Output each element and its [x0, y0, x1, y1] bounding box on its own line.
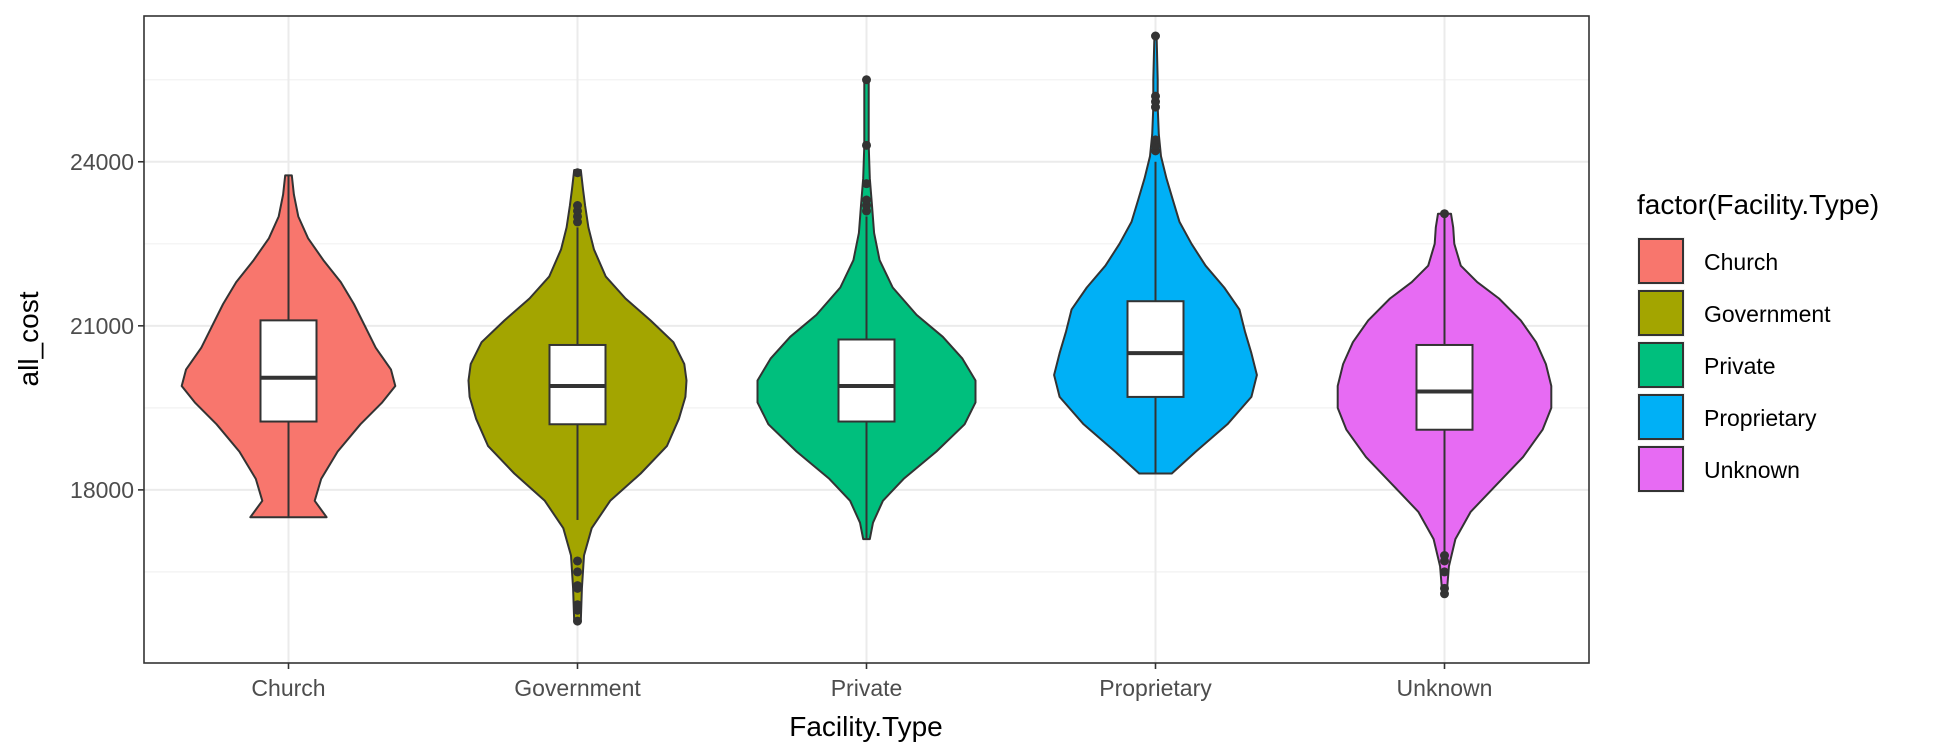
legend: factor(Facility.Type) Church Government Pr…	[1637, 189, 1879, 493]
outlier-point-government	[573, 616, 582, 626]
box-proprietary	[1126, 300, 1185, 398]
outlier-point-private	[862, 75, 871, 85]
y-tick-label: 21000	[70, 313, 134, 339]
legend-label-unknown: Unknown	[1704, 457, 1800, 483]
outlier-point-proprietary	[1151, 31, 1160, 41]
x-tick-label: Government	[514, 675, 641, 701]
outlier-point-proprietary	[1151, 135, 1160, 145]
box-church	[259, 319, 318, 423]
boxplots-layer	[259, 31, 1474, 626]
outlier-point-unknown	[1440, 209, 1449, 219]
y-tick-label: 18000	[70, 477, 134, 503]
outlier-point-government	[573, 567, 582, 577]
outlier-point-proprietary	[1151, 91, 1160, 101]
outlier-point-unknown	[1440, 583, 1449, 593]
legend-key-government	[1638, 290, 1684, 336]
outlier-point-private	[862, 195, 871, 205]
box-private	[837, 338, 896, 423]
outlier-point-unknown	[1440, 567, 1449, 577]
y-axis: 18000 21000 24000	[70, 149, 144, 503]
legend-key-church	[1638, 238, 1684, 284]
legend-label-proprietary: Proprietary	[1704, 405, 1817, 431]
outlier-point-government	[573, 581, 582, 591]
y-axis-title: all_cost	[13, 291, 44, 386]
legend-key-unknown	[1638, 446, 1684, 492]
x-tick-label: Proprietary	[1099, 675, 1212, 701]
x-tick-label: Unknown	[1397, 675, 1493, 701]
x-axis: Church Government Private Proprietary Unknow…	[251, 663, 1492, 701]
box-unknown	[1415, 343, 1474, 431]
x-axis-title: Facility.Type	[789, 711, 943, 742]
x-tick-label: Private	[831, 675, 903, 701]
legend-title: factor(Facility.Type)	[1637, 189, 1879, 220]
outlier-point-unknown	[1440, 551, 1449, 561]
legend-label-church: Church	[1704, 249, 1778, 275]
legend-label-private: Private	[1704, 353, 1776, 379]
y-tick-label: 24000	[70, 149, 134, 175]
outlier-point-government	[573, 556, 582, 566]
legend-key-private	[1638, 342, 1684, 388]
outlier-point-government	[573, 168, 582, 178]
legend-key-proprietary	[1638, 394, 1684, 440]
x-tick-label: Church	[251, 675, 325, 701]
outlier-point-government	[573, 201, 582, 211]
outlier-point-government	[573, 600, 582, 610]
outlier-point-private	[862, 179, 871, 189]
legend-label-government: Government	[1704, 301, 1831, 327]
outlier-point-private	[862, 140, 871, 150]
